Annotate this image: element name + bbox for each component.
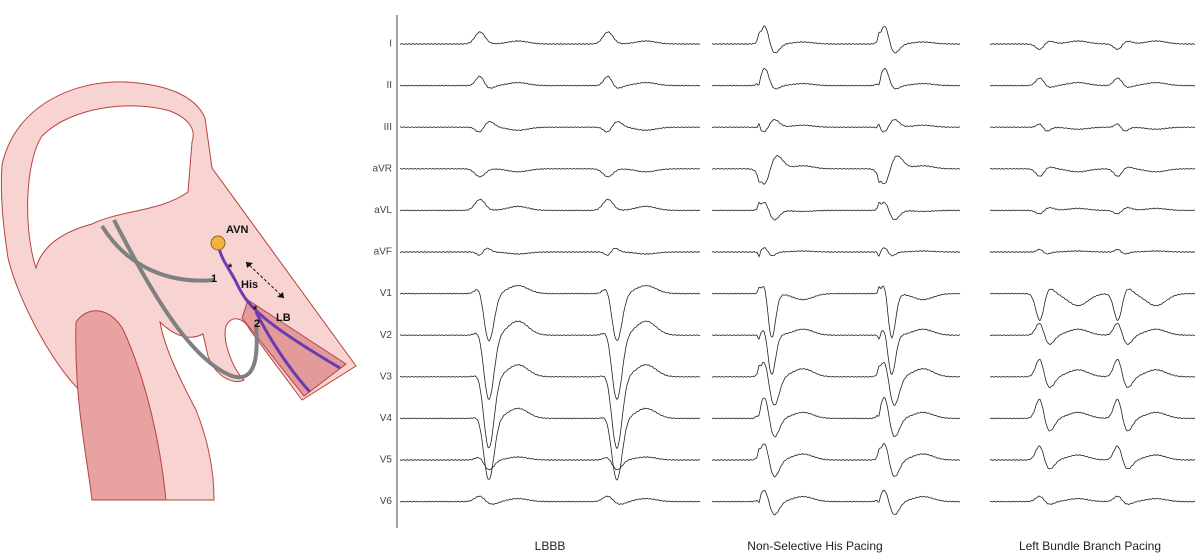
ecg-trace xyxy=(399,364,701,450)
lead-label: V4 xyxy=(380,413,393,424)
his-label: His xyxy=(241,279,258,291)
panel-label: LBBB xyxy=(535,539,566,553)
lead-label: aVL xyxy=(374,205,392,216)
lead-label: V5 xyxy=(380,455,393,466)
lead-label: II xyxy=(386,80,392,91)
ecg-trace xyxy=(399,495,701,505)
panel-label: Left Bundle Branch Pacing xyxy=(1019,539,1161,553)
ecg-trace xyxy=(711,442,961,478)
asterisk: * xyxy=(228,262,233,274)
ecg-trace xyxy=(399,167,701,178)
ecg-trace xyxy=(399,407,701,481)
ecg-traces xyxy=(399,25,1196,516)
heart-diagram: AVN His LB 1 2 * * xyxy=(0,81,357,501)
ecg-trace xyxy=(711,285,961,339)
ecg-trace xyxy=(711,361,961,406)
avn-node xyxy=(210,235,226,251)
ecg-trace xyxy=(711,201,960,221)
ecg-trace xyxy=(989,123,1196,132)
lead-2-label: 2 xyxy=(254,318,260,330)
ecg-trace xyxy=(399,121,701,133)
ecg-trace xyxy=(989,288,1196,322)
left-bundle-region xyxy=(241,299,347,397)
ventricle xyxy=(75,310,167,501)
ecg-trace xyxy=(989,40,1196,51)
conduction-path xyxy=(216,244,341,370)
lead-label: III xyxy=(384,122,392,133)
lead-label: aVF xyxy=(374,247,392,258)
ecg-trace xyxy=(989,358,1196,389)
his-lead-wire xyxy=(100,224,215,283)
conduction-branch xyxy=(254,311,312,394)
lead-label: V3 xyxy=(380,371,393,382)
ecg-trace xyxy=(711,247,961,258)
ecg-trace xyxy=(711,328,961,376)
ecg-trace xyxy=(711,396,961,438)
lead-label: I xyxy=(389,39,392,50)
ecg-trace xyxy=(989,206,1196,215)
ecg-trace xyxy=(712,155,961,185)
ecg-trace xyxy=(990,495,1196,505)
lead-label: V2 xyxy=(380,330,393,341)
ecg-trace xyxy=(399,198,701,212)
ecg-trace xyxy=(989,77,1196,88)
lb-label: LB xyxy=(276,312,291,324)
asterisk: * xyxy=(253,304,258,316)
ecg-trace xyxy=(989,248,1196,255)
ecg-trace xyxy=(399,31,701,45)
ecg-trace xyxy=(711,118,961,133)
ecg-trace xyxy=(989,322,1196,346)
ecg-trace xyxy=(989,166,1196,177)
atrial-cavity xyxy=(27,105,194,270)
lead-label: V6 xyxy=(380,496,393,507)
avn-label: AVN xyxy=(226,224,248,236)
ecg-trace xyxy=(399,247,701,256)
panel-label: Non-Selective His Pacing xyxy=(747,539,882,553)
ecg-trace xyxy=(711,25,961,54)
ecg-trace xyxy=(989,445,1196,470)
lead-1-label: 1 xyxy=(211,273,217,285)
ecg-trace xyxy=(399,75,701,89)
ecg-trace xyxy=(711,489,961,516)
ecg-trace xyxy=(399,320,701,401)
ecg-trace xyxy=(711,67,961,90)
lead-label: aVR xyxy=(373,163,392,174)
ecg-trace xyxy=(399,284,701,342)
arrow-head xyxy=(246,262,284,298)
lb-lead-wire xyxy=(112,219,259,380)
lead-label: V1 xyxy=(380,288,393,299)
ecg-trace xyxy=(989,398,1196,432)
ecg-trace xyxy=(399,456,701,471)
his-arrow xyxy=(245,261,285,299)
